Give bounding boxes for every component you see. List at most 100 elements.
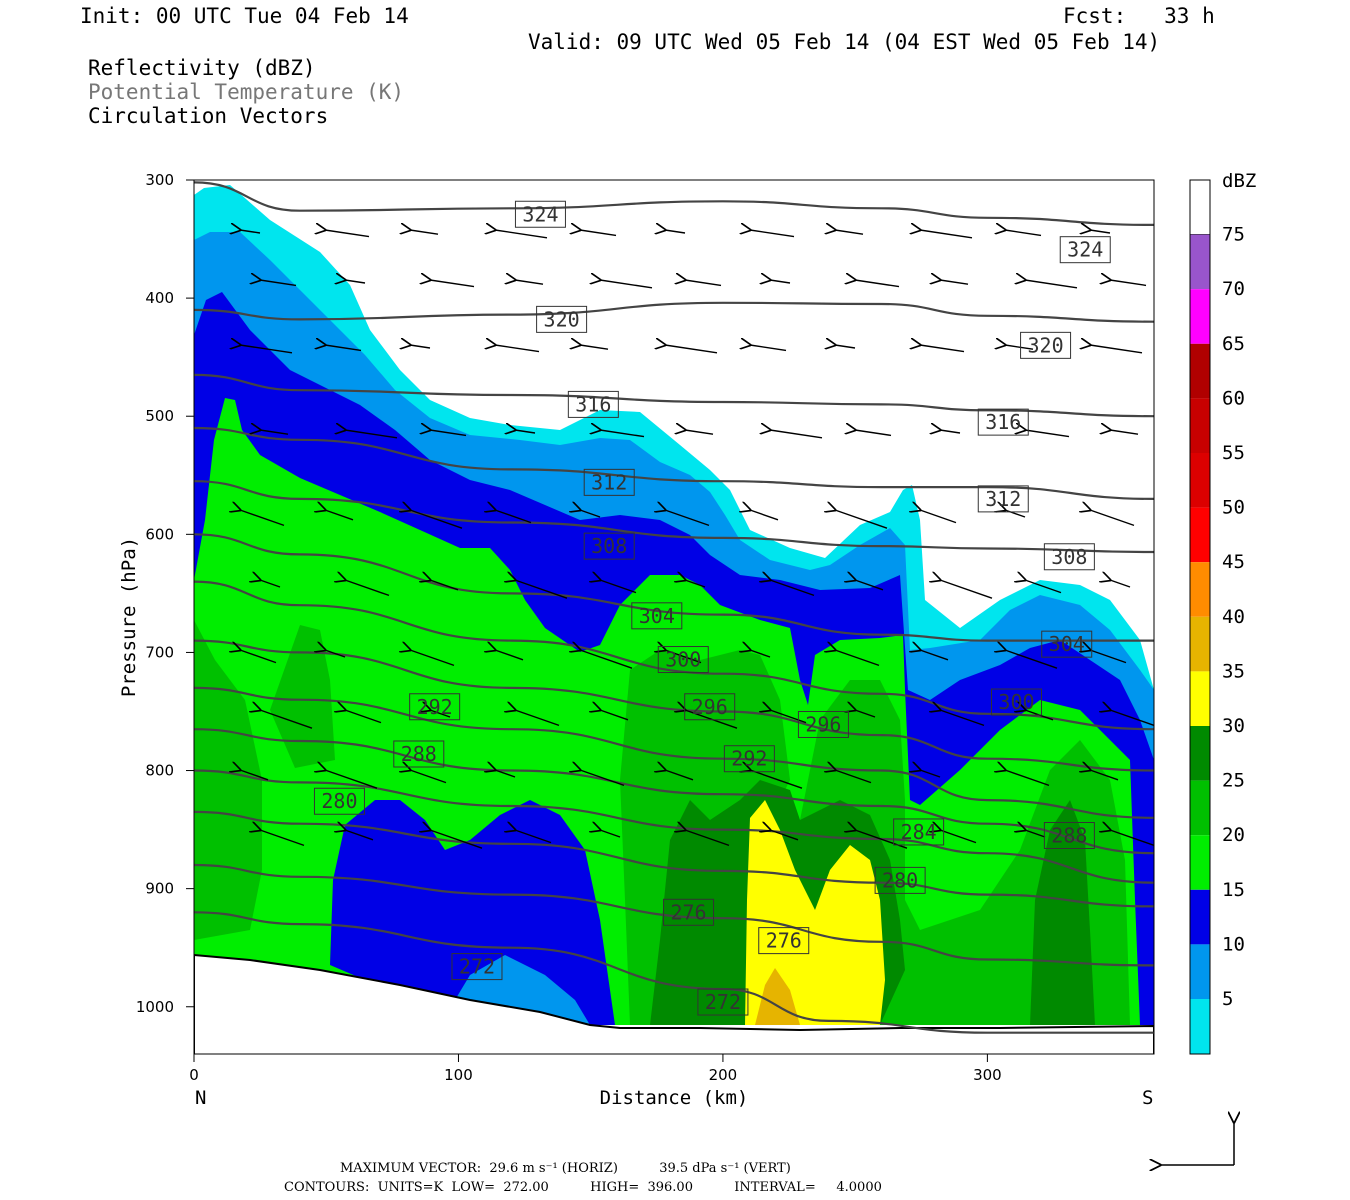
colorbar-label: 70 [1222, 278, 1245, 300]
x-tick-label: 300 [973, 1066, 1002, 1084]
contour-label-text: 300 [665, 648, 701, 672]
colorbar-swatch [1190, 234, 1210, 290]
refl-30dbz-b [1030, 800, 1095, 1025]
wind-vector [1110, 710, 1154, 727]
colorbar-label: 60 [1222, 387, 1245, 409]
contour-label: 280 [313, 787, 365, 815]
contour-label-text: 300 [998, 690, 1034, 714]
colorbar-swatch [1190, 343, 1210, 399]
contour-label: 284 [893, 818, 945, 846]
wind-vector [1110, 280, 1147, 287]
contour-label: 296 [684, 693, 736, 721]
wind-vector [345, 580, 390, 597]
distance-axis: 0 100 200 300 [189, 1054, 1002, 1084]
wind-vector [1090, 770, 1119, 781]
colorbar-swatch [1190, 944, 1210, 999]
colorbar-swatch [1190, 999, 1210, 1054]
wind-vector [750, 650, 771, 658]
forecast-hour: Fcst: 33 h [1063, 4, 1215, 28]
wind-vector [410, 510, 463, 529]
contour-label-text: 296 [805, 712, 841, 736]
wind-vector [1025, 580, 1062, 594]
wind-vector [685, 830, 730, 847]
reference-vector-icon [1160, 1122, 1234, 1165]
theta-contour-316 [194, 373, 1154, 418]
below-ground [194, 953, 1154, 1054]
wind-vector [495, 650, 524, 661]
contour-label: 276 [663, 898, 715, 926]
wind-vector [750, 770, 803, 789]
wind-vector [430, 710, 451, 718]
wind-vector [940, 830, 977, 844]
colorbar-top-box [1189, 179, 1211, 236]
wind-vector [750, 345, 787, 352]
wind-vector [1005, 230, 1042, 237]
colorbar-label: 65 [1222, 333, 1245, 355]
dbz-colorbar: 75 70 65 60 55 50 45 40 35 30 25 20 15 10 5 [1189, 179, 1245, 1055]
wind-vector [920, 650, 949, 661]
contour-label: 304 [1041, 630, 1093, 658]
theta-contour-280 [194, 810, 1154, 908]
theta-contour-288 [194, 728, 1154, 855]
contour-label: 292 [409, 693, 461, 721]
contour-label: 324 [1059, 236, 1111, 264]
wind-vector [1005, 510, 1026, 518]
colorbar-swatch [1190, 889, 1210, 945]
wind-vector [770, 830, 799, 841]
colorbar-swatch [1190, 835, 1210, 890]
wind-vector [1090, 345, 1143, 354]
wind-vector [410, 770, 447, 784]
colorbar-label: 55 [1222, 442, 1245, 464]
colorbar-label: 40 [1222, 606, 1245, 628]
wind-vector [685, 280, 722, 287]
contour-label-text: 308 [1051, 545, 1087, 569]
contour-label-text: 312 [591, 470, 627, 494]
wind-vector [835, 650, 880, 667]
wind-vector [325, 650, 346, 658]
contour-label: 296 [797, 710, 849, 738]
wind-vector [750, 230, 795, 238]
wind-vector [240, 230, 261, 233]
wind-vector [770, 580, 815, 597]
wind-vector [855, 710, 876, 718]
theta-contour-304 [194, 533, 1154, 642]
wind-vector [1090, 510, 1135, 527]
wind-vector [1090, 230, 1111, 233]
wind-vector [835, 230, 864, 235]
refl-25dbz-a [194, 620, 262, 940]
contour-label: 288 [1043, 822, 1095, 849]
colorbar-label: 25 [1222, 770, 1245, 792]
contour-label-text: 272 [705, 990, 741, 1014]
wind-vector [345, 830, 374, 841]
wind-vector [940, 710, 985, 727]
wind-vector [770, 280, 791, 283]
theta-contour-284 [194, 769, 1154, 884]
contour-label: 308 [583, 532, 635, 560]
wind-vector [410, 345, 431, 348]
field-reflectivity: Reflectivity (dBZ) [88, 56, 316, 80]
colorbar-label: 45 [1222, 551, 1245, 573]
wind-vector [1005, 650, 1058, 669]
wind-vector [1005, 345, 1034, 350]
theta-contour-296 [194, 639, 1154, 772]
wind-vector [920, 230, 973, 239]
wind-vector [515, 430, 536, 433]
colorbar-swatch [1190, 671, 1210, 726]
y-tick-label: 900 [145, 880, 174, 898]
colorbar-swatch [1190, 453, 1210, 508]
wind-vector [600, 830, 621, 838]
wind-vector [260, 830, 305, 847]
wind-vector [240, 345, 293, 354]
contour-label-text: 288 [1051, 824, 1087, 848]
wind-vector [665, 510, 710, 527]
y-tick-label: 700 [145, 643, 174, 661]
wind-vector [410, 230, 439, 235]
contour-label: 288 [393, 740, 445, 768]
contour-label: 292 [723, 745, 775, 773]
wind-vector [260, 710, 313, 729]
wind-vector [430, 580, 459, 591]
wind-vector [515, 280, 544, 285]
x-axis-title: Distance (km) [600, 1087, 749, 1109]
wind-vector [750, 510, 779, 521]
theta-contours [194, 181, 1154, 1034]
